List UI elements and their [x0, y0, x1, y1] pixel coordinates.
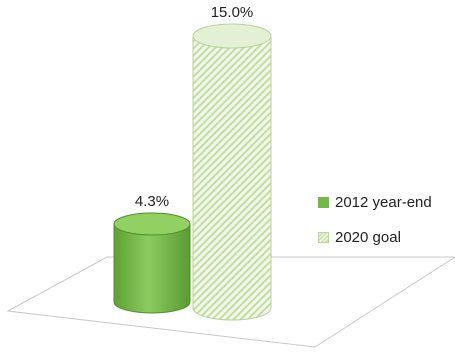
bar-1-body: [113, 223, 191, 314]
bar-2-data-label: 15.0%: [211, 4, 254, 21]
legend-swatch-2012: [318, 196, 329, 208]
legend-label-2012: 2012 year-end: [335, 193, 432, 211]
legend-swatch-2020: [318, 231, 329, 243]
legend: 2012 year-end 2020 goal: [318, 192, 432, 262]
bar-1-top: [113, 212, 191, 236]
legend-label-2020: 2020 goal: [335, 228, 401, 246]
bar-2-top: [192, 23, 272, 49]
bars-group: 4.3% 15.0%: [113, 4, 272, 321]
chart-floor: [6, 256, 455, 348]
bar-1-data-label: 4.3%: [135, 193, 169, 210]
bar-2-body: [192, 35, 272, 321]
legend-item-2020: 2020 goal: [318, 227, 432, 247]
legend-item-2012: 2012 year-end: [318, 192, 432, 212]
